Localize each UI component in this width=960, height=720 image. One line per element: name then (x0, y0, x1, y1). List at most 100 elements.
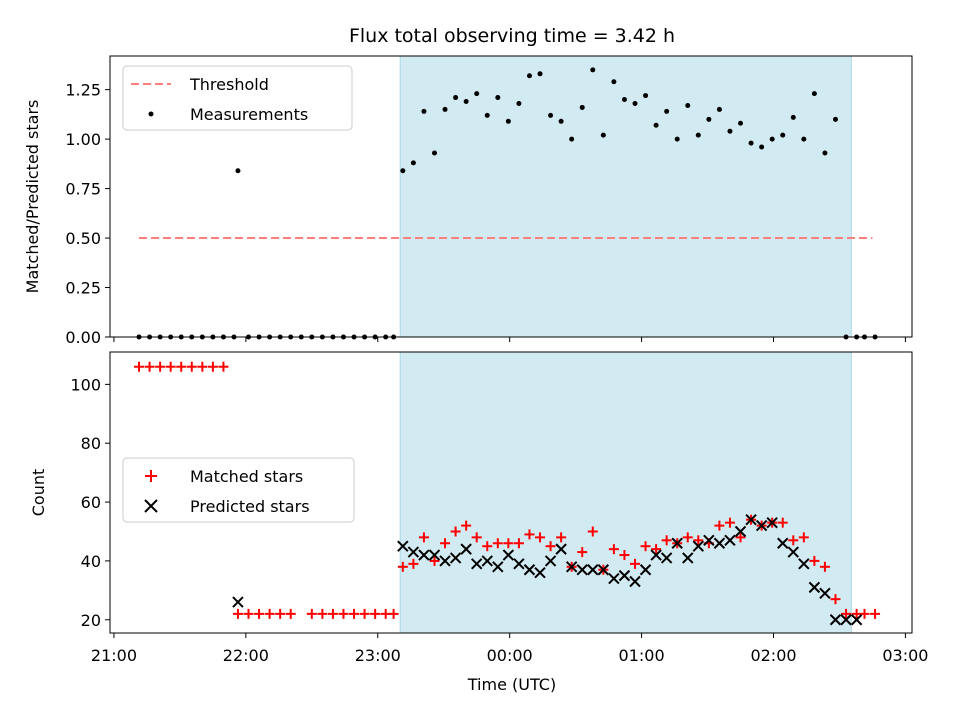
predicted-star-point (608, 572, 620, 585)
top-axes-frame (109, 55, 913, 338)
matched-star-point (492, 538, 503, 549)
matched-star-point (243, 608, 254, 619)
matched-star-point (317, 608, 328, 619)
measurement-point (811, 91, 817, 97)
matched-star-point (275, 608, 286, 619)
matched-star-point (661, 535, 672, 546)
matched-star-point (693, 535, 704, 546)
measurement-point (716, 106, 722, 112)
predicted-star-point (777, 537, 789, 549)
predicted-star-point (850, 614, 863, 626)
measurement-point (822, 150, 828, 156)
matched-star-point (556, 532, 567, 543)
predicted-star-point (703, 534, 715, 547)
measurement-point (590, 67, 596, 73)
matched-star-point (524, 529, 535, 540)
chart-title: Flux total observing time = 3.42 h (349, 25, 675, 47)
top-y-tick-label: 0.00 (65, 328, 101, 347)
bottom-axes-frame (109, 351, 913, 634)
matched-star-point (327, 608, 338, 619)
bottom-legend: Matched stars Predicted stars (122, 457, 355, 523)
measurement-point (706, 116, 712, 122)
matched-star-point (798, 532, 809, 543)
top-panel: 0.00 0.25 0.50 0.75 1.00 1.25 Matched/Predict… (23, 55, 913, 347)
matched-star-point (577, 547, 588, 558)
predicted-star-point (534, 566, 546, 579)
measurement-point (600, 132, 606, 138)
measurement-point (431, 150, 437, 156)
measurement-point (548, 112, 554, 118)
matched-star-point (388, 608, 399, 619)
bottom-legend-box (122, 457, 355, 523)
bottom-y-axis-label: Count (29, 469, 48, 517)
x-axis-label: Time (UTC) (467, 675, 556, 694)
x-tick-label: 00:00 (487, 646, 533, 665)
predicted-star-point (808, 581, 821, 594)
x-tick-label: 21:00 (91, 646, 137, 665)
bottom-y-tick-label: 80 (81, 434, 101, 453)
measurement-point (674, 136, 680, 142)
bottom-y-ticks: 20 40 60 80 100 (70, 375, 110, 630)
observing-window-band-bottom (399, 351, 852, 634)
predicted-star-point (724, 534, 736, 547)
top-x-ticks (113, 337, 906, 342)
bottom-y-tick-label: 40 (81, 552, 101, 571)
legend-measurements-swatch (148, 111, 154, 117)
matched-star-point (264, 608, 275, 619)
measurement-point (801, 136, 807, 142)
measurement-point (505, 118, 511, 124)
matched-star-point (682, 532, 693, 543)
top-y-tick-label: 0.75 (65, 180, 101, 199)
predicted-star-point (523, 564, 536, 576)
predicted-star-point (555, 543, 567, 555)
x-tick-label: 22:00 (223, 646, 269, 665)
measurement-point (235, 168, 241, 174)
predicted-star-point (650, 549, 662, 561)
legend-threshold-label: Threshold (189, 75, 269, 94)
matched-star-point (841, 608, 852, 619)
matched-star-point (859, 608, 870, 619)
matched-star-point (218, 361, 229, 372)
top-y-tick-label: 1.25 (65, 81, 101, 100)
predicted-star-point (513, 558, 525, 570)
matched-star-point (338, 608, 349, 619)
top-legend-box (122, 65, 353, 131)
matched-star-point (535, 532, 546, 543)
matched-star-point (370, 608, 381, 619)
measurement-point (780, 132, 786, 138)
predicted-star-point (671, 537, 683, 549)
predicted-star-point (682, 552, 694, 564)
predicted-star-point (840, 614, 852, 626)
matched-star-point (830, 594, 841, 605)
measurement-point (769, 136, 775, 142)
matched-star-point (285, 608, 296, 619)
matched-star-point (440, 538, 451, 549)
predicted-star-point (819, 587, 831, 599)
matched-star-point (450, 526, 461, 537)
predicted-star-point (629, 575, 641, 588)
matched-star-point (724, 517, 735, 528)
top-legend: Threshold Measurements (122, 65, 353, 131)
matched-star-point (503, 538, 514, 549)
matched-star-point (545, 541, 556, 552)
measurement-point (526, 73, 532, 79)
measurement-point (442, 106, 448, 112)
predicted-star-point (587, 564, 599, 576)
legend-predicted-label: Predicted stars (190, 497, 310, 516)
matched-star-point (155, 361, 166, 372)
matched-star-point (165, 361, 176, 372)
top-y-tick-label: 0.25 (65, 279, 101, 298)
measurement-point (790, 114, 796, 120)
x-tick-label: 03:00 (882, 646, 928, 665)
predicted-star-point (597, 564, 610, 576)
x-tick-label: 01:00 (619, 646, 665, 665)
measurement-point (453, 95, 459, 101)
matched-star-point (176, 361, 187, 372)
matched-star-point (809, 555, 820, 566)
matched-star-point (429, 555, 440, 566)
predicted-star-point (492, 561, 504, 573)
predicted-star-point (428, 549, 441, 561)
predicted-star-point (766, 516, 778, 529)
predicted-star-point (576, 564, 588, 576)
